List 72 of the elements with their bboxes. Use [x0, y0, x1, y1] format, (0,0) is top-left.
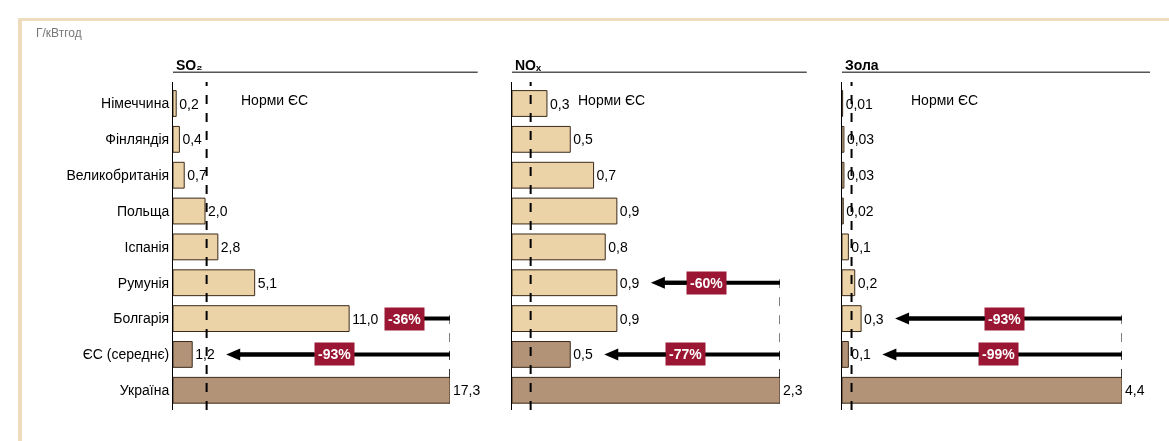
- y-tick-label: Україна: [119, 382, 170, 399]
- data-label: 0,02: [846, 203, 874, 220]
- data-label: 0,7: [596, 167, 617, 184]
- data-label: 11,0: [352, 310, 379, 327]
- y-tick-label: Іспанія: [124, 238, 170, 255]
- bar: [842, 233, 849, 261]
- data-label: 0,7: [187, 167, 207, 184]
- data-label: 0,9: [619, 203, 640, 220]
- bar: [512, 269, 618, 297]
- bar: [173, 161, 185, 189]
- bar: [512, 90, 548, 117]
- data-label: 0,9: [619, 274, 640, 291]
- annotation: -93%: [988, 311, 1022, 327]
- data-label: 2,3: [783, 382, 803, 399]
- data-label: 0,5: [573, 131, 593, 148]
- y-tick-label: Румунія: [117, 274, 170, 291]
- bar: [173, 376, 450, 404]
- annotation: -77%: [669, 346, 703, 362]
- data-label: 0,03: [846, 167, 875, 184]
- bar: [842, 269, 856, 297]
- data-label: 1,2: [195, 346, 215, 363]
- bar: [173, 197, 206, 225]
- bar: [512, 233, 606, 261]
- bar: [173, 341, 193, 368]
- y-tick-label: Німеччина: [101, 95, 170, 112]
- y-tick-label: Болгарія: [113, 310, 170, 327]
- bar: [173, 233, 219, 261]
- bar: [512, 376, 780, 404]
- data-label: 0,4: [182, 131, 203, 148]
- annotation: -60%: [690, 275, 724, 291]
- data-label: 0,1: [851, 238, 872, 255]
- bar: [512, 341, 571, 368]
- data-label: 0,3: [549, 95, 570, 112]
- data-label: 0,1: [851, 346, 872, 363]
- y-tick-label: ЄС (середнє): [82, 346, 170, 363]
- bar: [842, 305, 862, 332]
- annotation: -99%: [982, 346, 1016, 362]
- bar: [512, 125, 571, 153]
- bar: [173, 125, 180, 153]
- ref-line-label: Норми ЄС: [578, 92, 646, 108]
- data-label: 17,3: [453, 382, 481, 399]
- annotation: -93%: [318, 346, 352, 362]
- bar: [512, 305, 618, 332]
- chart-title: NOₓ: [515, 56, 542, 73]
- y-tick-label: Польща: [116, 202, 170, 219]
- chart-title: Зола: [845, 56, 879, 73]
- data-label: 4,4: [1125, 382, 1145, 399]
- data-label: 0,2: [179, 95, 199, 112]
- data-label: 0,8: [608, 238, 628, 255]
- ref-line-label: Норми ЄС: [911, 92, 979, 108]
- data-label: 0,3: [864, 310, 884, 327]
- data-label: 0,5: [573, 346, 593, 363]
- bar: [173, 269, 256, 297]
- ref-line-label: Норми ЄС: [241, 92, 309, 108]
- bar: [842, 341, 849, 368]
- chart-title: SO₂: [176, 56, 203, 73]
- data-label: 5,1: [257, 274, 278, 291]
- data-label: 2,8: [220, 238, 241, 255]
- y-tick-label: Великобританія: [66, 167, 170, 184]
- bar: [512, 161, 595, 189]
- bar: [842, 376, 1122, 404]
- annotation: -36%: [388, 311, 422, 327]
- bar: [173, 305, 350, 332]
- data-label: 0,9: [619, 310, 640, 327]
- y-tick-label: Фінляндія: [105, 131, 170, 148]
- data-label: 0,01: [845, 95, 874, 112]
- bar: [512, 197, 618, 225]
- data-label: 2,0: [208, 203, 228, 220]
- data-label: 0,2: [857, 274, 878, 291]
- bar: [173, 90, 177, 117]
- text: Г/кВтгод: [36, 26, 82, 40]
- data-label: 0,03: [846, 131, 875, 148]
